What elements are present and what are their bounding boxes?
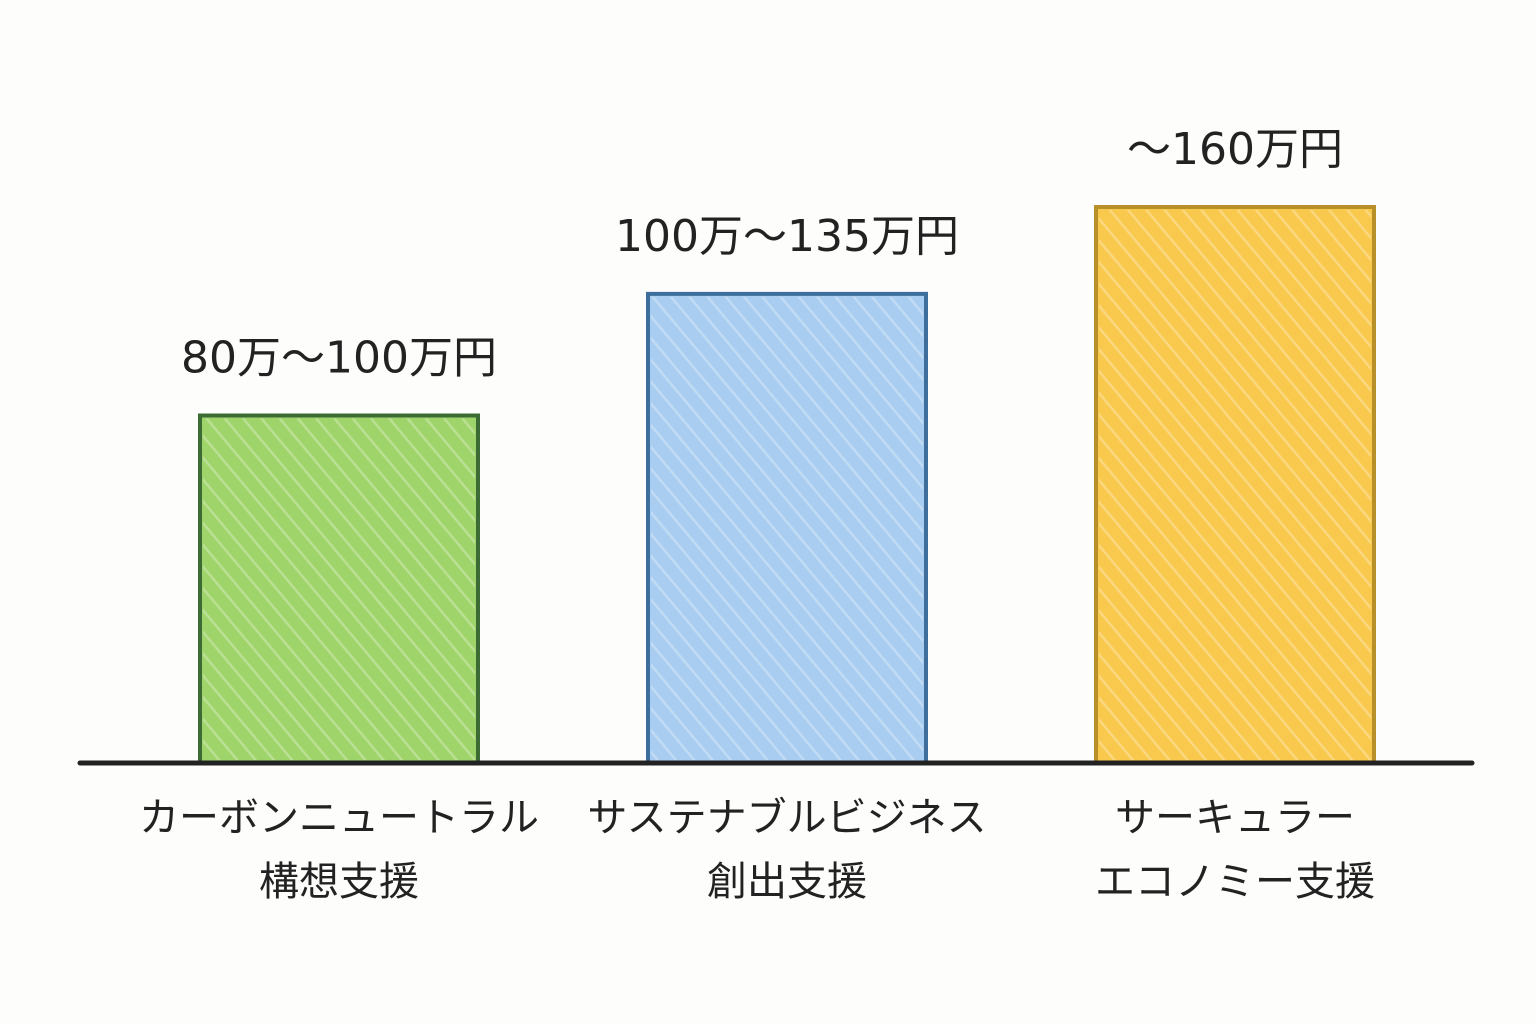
x-tick-label-line: 創出支援 — [707, 859, 867, 905]
bar-hatch — [651, 296, 923, 760]
x-tick-label-line: カーボンニュートラル — [139, 795, 539, 841]
value-label: 〜160万円 — [1127, 124, 1343, 175]
bar-hatch — [203, 418, 475, 760]
x-tick-label: サーキュラーエコノミー支援 — [1095, 795, 1375, 905]
x-tick-label-line: 構想支援 — [259, 859, 419, 905]
value-label: 80万〜100万円 — [181, 333, 497, 384]
value-label: 100万〜135万円 — [615, 211, 959, 262]
x-tick-label: カーボンニュートラル構想支援 — [139, 795, 539, 905]
x-tick-label: サステナブルビジネス創出支援 — [587, 795, 986, 905]
x-tick-label-line: エコノミー支援 — [1095, 859, 1375, 905]
x-tick-label-line: サステナブルビジネス — [587, 795, 986, 841]
x-tick-label-line: サーキュラー — [1115, 795, 1355, 841]
bar-hatch — [1099, 210, 1371, 760]
